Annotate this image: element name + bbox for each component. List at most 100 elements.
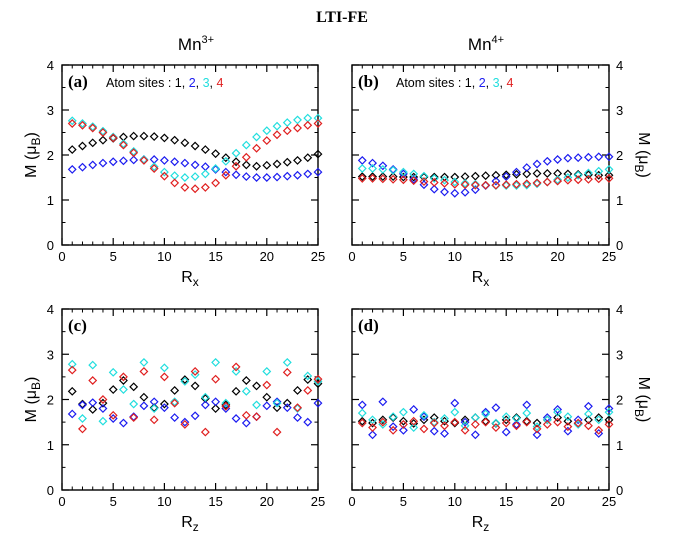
x-tick-label: 0	[58, 249, 65, 264]
data-point	[313, 149, 323, 159]
data-point	[231, 362, 241, 372]
data-point	[440, 178, 449, 188]
data-point	[563, 173, 573, 182]
data-point	[563, 426, 573, 436]
x-tick-label: 15	[499, 494, 513, 509]
data-point	[211, 178, 221, 188]
data-point	[108, 157, 118, 167]
data-point	[272, 398, 282, 408]
data-point	[522, 169, 532, 179]
x-tick-label: 10	[157, 494, 171, 509]
data-point	[98, 128, 108, 137]
data-point	[200, 145, 210, 155]
data-point	[368, 173, 378, 183]
data-point	[108, 132, 118, 142]
data-point	[594, 152, 604, 162]
data-point	[388, 164, 398, 174]
data-point	[313, 398, 323, 408]
data-point	[594, 170, 604, 180]
x-tick-label: 0	[58, 494, 65, 509]
data-point	[378, 174, 388, 184]
data-point	[282, 357, 292, 367]
y-axis-label: M (μB)	[632, 377, 652, 423]
data-point	[313, 374, 323, 384]
data-point	[241, 160, 251, 170]
data-point	[98, 404, 108, 413]
y-tick-label: 2	[616, 148, 623, 163]
data-point	[262, 126, 272, 136]
x-tick-label: 10	[448, 494, 462, 509]
data-point	[190, 184, 200, 194]
data-point	[563, 422, 573, 432]
data-point	[553, 405, 563, 414]
data-point	[440, 187, 449, 197]
data-point	[491, 176, 501, 186]
series-site-4	[67, 362, 323, 437]
data-point	[553, 175, 563, 185]
data-point	[282, 118, 292, 128]
plot-frame	[61, 308, 319, 491]
data-point	[190, 411, 200, 421]
data-point	[139, 392, 149, 402]
data-point	[378, 415, 388, 425]
data-point	[139, 401, 149, 411]
data-point	[398, 425, 408, 435]
data-point	[252, 412, 262, 422]
data-point	[200, 394, 210, 404]
column-title-mn3: Mn3+	[178, 34, 214, 54]
x-tick-label: 10	[448, 249, 462, 264]
data-point	[573, 170, 583, 180]
data-point	[293, 155, 302, 165]
data-point	[118, 372, 128, 382]
data-point	[252, 400, 262, 410]
data-point	[357, 173, 367, 183]
data-point	[470, 180, 480, 190]
data-point	[170, 413, 180, 423]
data-point	[357, 155, 367, 165]
data-point	[88, 122, 98, 132]
data-point	[272, 172, 282, 182]
data-point	[313, 167, 323, 177]
data-point	[450, 188, 460, 198]
data-point	[282, 126, 292, 136]
data-point	[398, 419, 408, 429]
data-point	[211, 149, 221, 159]
data-point	[241, 152, 251, 162]
data-point	[357, 400, 367, 410]
data-point	[522, 416, 532, 426]
data-point	[563, 169, 573, 179]
data-point	[368, 172, 378, 182]
data-point	[252, 161, 262, 171]
data-point	[180, 419, 190, 429]
data-point	[378, 161, 388, 171]
y-axis-label: M (μB)	[632, 132, 652, 178]
data-point	[388, 412, 398, 422]
data-point	[357, 172, 367, 182]
data-point	[221, 156, 231, 166]
data-point	[604, 415, 614, 425]
data-point	[522, 417, 532, 427]
data-point	[149, 164, 159, 173]
series-site-1	[67, 131, 323, 171]
column-title-mn4: Mn4+	[468, 34, 504, 54]
data-point	[200, 162, 210, 172]
data-point	[231, 366, 241, 376]
data-point	[180, 182, 190, 192]
x-axis-label: Rz	[472, 514, 490, 534]
data-point	[419, 171, 429, 181]
x-tick-label: 0	[348, 249, 355, 264]
data-point	[491, 170, 501, 180]
series-site-2	[357, 397, 614, 440]
data-point	[583, 409, 593, 419]
data-point	[357, 408, 367, 418]
data-point	[303, 386, 313, 395]
data-point	[429, 172, 439, 182]
data-point	[378, 164, 388, 174]
data-point	[88, 405, 98, 414]
data-point	[303, 417, 313, 427]
series-site-1	[67, 375, 323, 414]
data-point	[293, 170, 302, 180]
data-point	[357, 416, 367, 426]
data-point	[78, 400, 87, 410]
data-point	[78, 119, 87, 128]
